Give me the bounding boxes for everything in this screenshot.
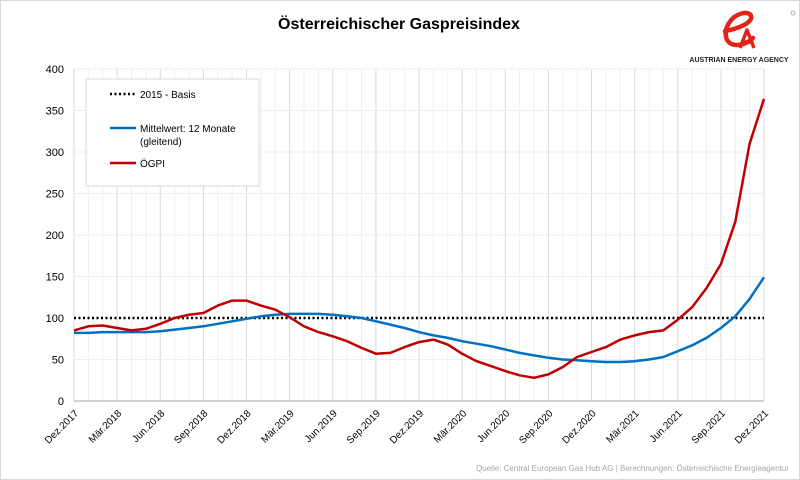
x-tick-label: Jun.2021	[648, 408, 685, 445]
y-tick-label: 350	[46, 106, 64, 118]
legend-label-mean-2: (gleitend)	[140, 137, 182, 148]
x-tick-label: Dez.2019	[388, 408, 426, 446]
x-tick-label: Mär.2018	[87, 408, 125, 446]
y-tick-label: 50	[52, 355, 64, 367]
x-tick-label: Sep.2020	[517, 408, 555, 446]
x-tick-label: Dez.2021	[733, 408, 771, 446]
y-tick-label: 150	[46, 272, 64, 284]
x-tick-label: Mär.2021	[604, 408, 642, 446]
y-tick-label: 200	[46, 230, 64, 242]
chart-title: Österreichischer Gaspreisindex	[278, 14, 520, 33]
series-lines	[73, 98, 766, 380]
y-tick-label: 100	[46, 313, 64, 325]
source-note: Quelle: Central European Gas Hub AG | Be…	[476, 464, 789, 473]
x-tick-label: Mär.2019	[259, 408, 297, 446]
y-tick-label: 0	[58, 396, 64, 408]
x-tick-label: Dez.2017	[43, 408, 81, 446]
logo-mark-e	[722, 10, 756, 48]
logo-text: AUSTRIAN ENERGY AGENCY	[689, 57, 789, 64]
x-tick-label: Dez.2020	[561, 408, 599, 446]
series-line-oegpi	[73, 98, 766, 380]
y-tick-label: 400	[46, 64, 64, 76]
y-tick-label: 250	[46, 189, 64, 201]
y-tick-label: 300	[46, 147, 64, 159]
legend: 2015 - Basis Mittelwert: 12 Monate (glei…	[85, 78, 260, 187]
x-tick-label: Sep.2019	[345, 408, 383, 446]
x-tick-label: Sep.2021	[690, 408, 728, 446]
legend-box	[85, 78, 260, 187]
legend-label-oegpi: ÖGPI	[140, 158, 165, 170]
x-tick-label: Jun.2018	[130, 408, 167, 445]
x-tick-label: Mär.2020	[432, 408, 470, 446]
x-tick-label: Jun.2020	[475, 408, 512, 445]
y-axis: 0 50 100 150 200 250 300 350 400	[46, 64, 64, 408]
logo-mark-a	[738, 28, 756, 49]
legend-label-mean: Mittelwert: 12 Monate	[140, 124, 236, 135]
x-tick-label: Jun.2019	[303, 408, 340, 445]
legend-label-basis: 2015 - Basis	[140, 90, 196, 101]
registered-icon	[790, 10, 796, 16]
x-tick-label: Sep.2018	[172, 408, 210, 446]
logo: AUSTRIAN ENERGY AGENCY	[689, 10, 796, 64]
x-tick-label: Dez.2018	[216, 408, 254, 446]
series-line-mean	[74, 276, 766, 364]
x-axis: Dez.2017 Mär.2018 Jun.2018 Sep.2018 Dez.2018…	[43, 400, 771, 446]
